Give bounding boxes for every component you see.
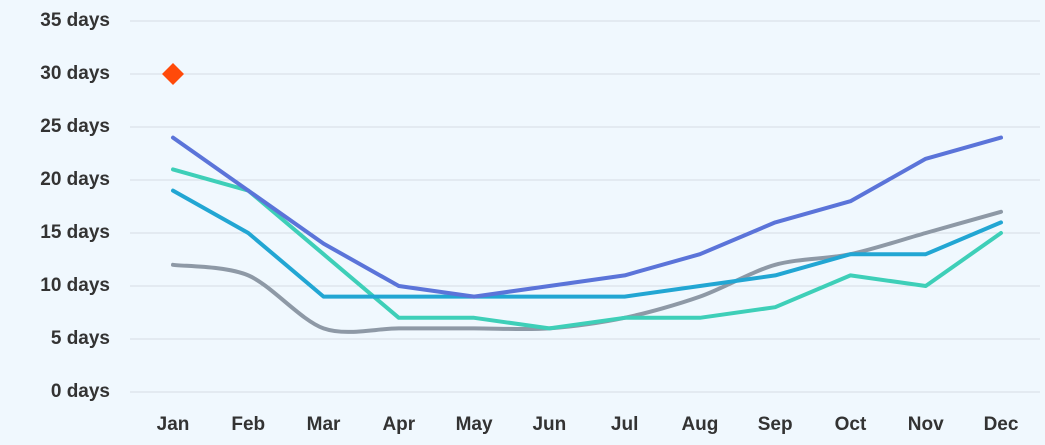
y-tick-label: 0 days: [51, 381, 110, 402]
marker: [162, 63, 184, 85]
x-tick-label: Nov: [908, 414, 944, 435]
y-tick-label: 10 days: [40, 275, 110, 296]
x-tick-label: Oct: [835, 414, 867, 435]
x-tick-label: Apr: [382, 414, 415, 435]
x-tick-label: Mar: [307, 414, 341, 435]
series-line: [171, 188, 1003, 299]
y-tick-label: 25 days: [40, 116, 110, 137]
x-tick-label: Dec: [984, 414, 1019, 435]
series-line: [171, 135, 1003, 299]
y-tick-label: 35 days: [40, 10, 110, 31]
y-tick-label: 20 days: [40, 169, 110, 190]
series-line: [171, 167, 1003, 331]
x-tick-label: May: [456, 414, 493, 435]
x-tick-label: Sep: [758, 414, 793, 435]
x-tick-label: Aug: [681, 414, 718, 435]
y-tick-label: 15 days: [40, 222, 110, 243]
x-tick-label: Jan: [157, 414, 190, 435]
x-tick-label: Jul: [611, 414, 638, 435]
y-tick-label: 5 days: [51, 328, 110, 349]
x-tick-label: Jun: [532, 414, 566, 435]
y-tick-label: 30 days: [40, 63, 110, 84]
x-tick-label: Feb: [231, 414, 265, 435]
